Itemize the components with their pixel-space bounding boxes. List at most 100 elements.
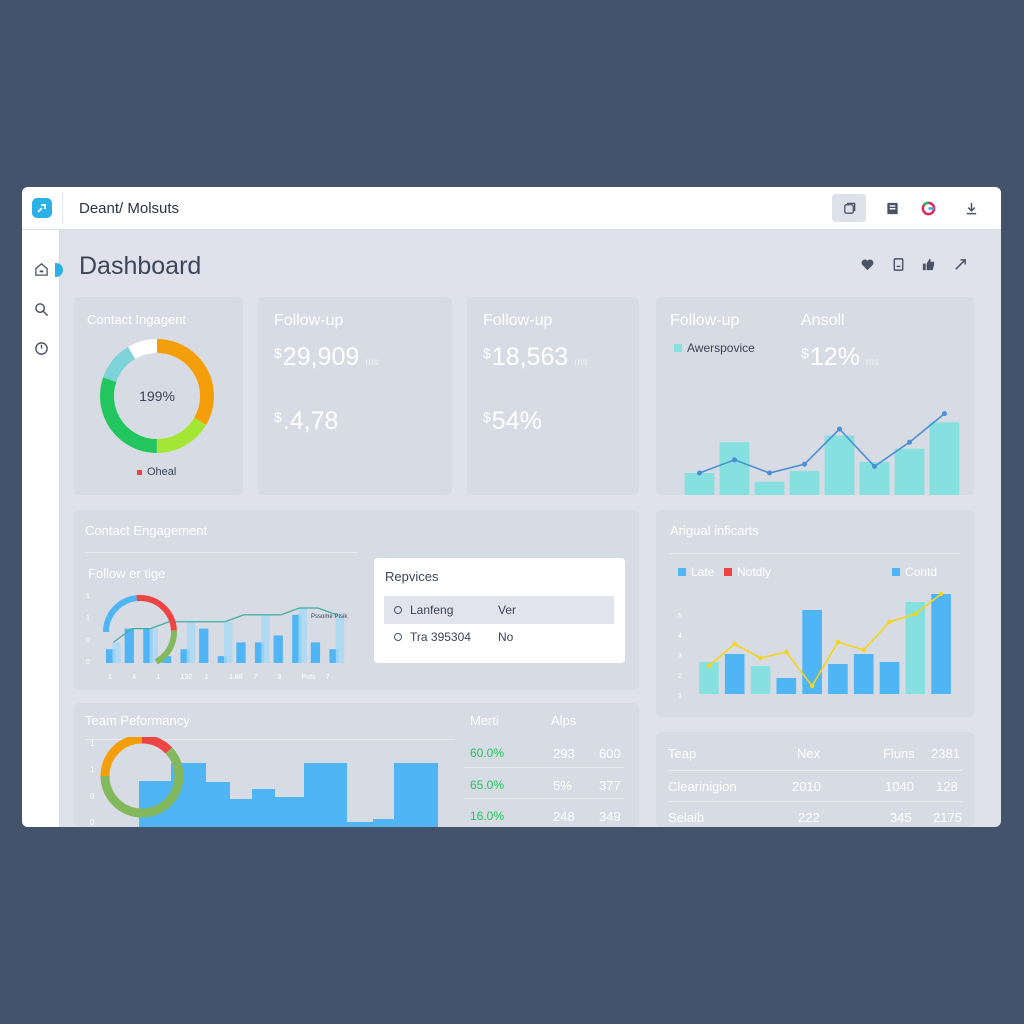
document-icon — [886, 202, 898, 214]
chart-point — [938, 591, 944, 597]
app-logo-icon[interactable] — [32, 198, 52, 218]
legend-swatch — [724, 568, 732, 576]
kpi-secondary: $54% — [483, 407, 542, 435]
services-popover: Repvices Lanfeng Ver Tra 395304 No — [374, 558, 625, 663]
bar-line-chart — [684, 411, 960, 495]
legend-label: Late — [691, 565, 715, 579]
x-tick: 1 — [205, 674, 209, 681]
kpi-secondary: $.4,78 — [274, 407, 339, 435]
x-tick: Pots — [302, 674, 317, 681]
chart-bar — [273, 635, 283, 663]
team-performancy-chart: 1 1 0 0 — [90, 737, 438, 827]
table-cell: 2175 — [933, 810, 962, 825]
copy-button[interactable] — [832, 194, 866, 222]
ring-segment-red — [100, 737, 184, 818]
table-cell: 5% — [553, 778, 572, 793]
chart-bar-secondary — [112, 642, 121, 663]
card-title: Arigual inficarts — [670, 523, 759, 538]
chart-point — [784, 649, 789, 655]
bookmark-button[interactable] — [887, 253, 909, 275]
x-tick: 3 — [277, 674, 281, 681]
chart-bar — [329, 649, 339, 663]
kpi-number: 29,909 — [282, 343, 360, 371]
contact-ingagent-card: Contact Ingagent 199% Oheal — [74, 297, 243, 495]
top-bar: Deant/ Molsuts — [22, 187, 1001, 230]
document-button[interactable] — [875, 194, 909, 222]
chart-point — [802, 461, 807, 467]
divider — [464, 767, 624, 768]
download-button[interactable] — [954, 194, 988, 222]
like-button[interactable] — [917, 253, 939, 275]
chart-bar — [254, 642, 265, 663]
legend-label: Awerspovice — [687, 341, 755, 355]
divider — [85, 552, 357, 553]
infocharts-chart: 1 2 3 4 5 — [678, 591, 951, 700]
x-tick: 132 — [181, 674, 193, 681]
chart-bar — [143, 628, 153, 663]
power-icon — [34, 341, 48, 355]
divider — [62, 193, 63, 223]
sidebar-item-power[interactable] — [30, 337, 52, 359]
sidebar-item-search[interactable] — [30, 298, 52, 320]
legend-notdly: Notdly — [724, 565, 771, 579]
team-table-card: Teap Nex Fluns 2381 Clearinigion 2010 10… — [656, 732, 974, 827]
favorite-button[interactable] — [856, 253, 878, 275]
team-performancy-card: Team Peformancy 1 1 0 0 Merti Alps 60.0%… — [74, 703, 639, 827]
table-cell: 128 — [936, 779, 958, 794]
card-title: Follow-up — [670, 312, 740, 329]
sidebar-item-home[interactable] — [30, 258, 52, 280]
chart-subtitle: Follow er tige — [88, 566, 166, 581]
chart-bar — [905, 602, 926, 694]
trend-button[interactable] — [949, 253, 971, 275]
kpi-number: 12% — [809, 343, 860, 371]
kpi-number: 18,563 — [491, 343, 569, 371]
chart-point — [767, 470, 772, 476]
chart-bar — [894, 448, 925, 495]
google-icon — [921, 201, 935, 215]
y-tick: 2 — [678, 673, 682, 680]
kpi-unit: ms — [865, 357, 880, 368]
y-tick: 1 — [86, 593, 90, 600]
y-tick: 4 — [678, 633, 682, 640]
card-title: Team Peformancy — [85, 713, 190, 728]
chart-bar — [199, 628, 209, 663]
table-cell: 293 — [553, 746, 575, 761]
ring-segment-red — [103, 595, 177, 669]
legend-label: Contd — [905, 565, 938, 579]
legend-swatch — [678, 568, 686, 576]
donut-legend: Oheal — [137, 466, 176, 478]
window-title: Deant/ Molsuts — [79, 200, 180, 217]
thumbs-up-icon — [922, 258, 934, 270]
legend-contd: Contd — [892, 565, 937, 579]
legend-label: Oheal — [147, 466, 177, 478]
search-icon — [34, 302, 48, 316]
chart-bar-secondary — [298, 608, 307, 663]
app-window: Deant/ Molsuts Dashboard — [22, 187, 1001, 827]
donut-center-value: 199% — [139, 388, 175, 404]
y-tick: 1 — [90, 765, 95, 774]
chart-bar — [724, 654, 745, 694]
y-tick: 5 — [678, 613, 682, 620]
google-button[interactable] — [911, 194, 945, 222]
table-cell: 377 — [599, 778, 621, 793]
popover-option[interactable]: Lanfeng Ver — [384, 596, 614, 624]
chart-line — [708, 593, 942, 688]
popover-option[interactable]: Tra 395304 No — [384, 623, 614, 651]
copy-icon — [843, 202, 855, 214]
y-tick: 1 — [678, 693, 682, 700]
chart-bar — [879, 662, 900, 694]
chart-point — [732, 457, 737, 463]
chart-bar-secondary — [186, 621, 196, 663]
legend-late: Late — [678, 565, 714, 579]
ring-segment-blue — [103, 595, 177, 669]
sidebar — [22, 230, 60, 827]
x-tick: 1.88 — [229, 674, 243, 681]
chart-bar-secondary — [149, 628, 158, 663]
radio-icon — [394, 606, 402, 614]
card-subtitle: Ansoll — [801, 312, 845, 329]
radio-icon — [394, 633, 402, 641]
chart-bar — [699, 662, 719, 694]
chart-point — [872, 463, 877, 469]
x-tick: 4 — [132, 674, 136, 681]
follow-up-card-1: Follow-up $29,909 ms $.4,78 — [258, 297, 452, 495]
